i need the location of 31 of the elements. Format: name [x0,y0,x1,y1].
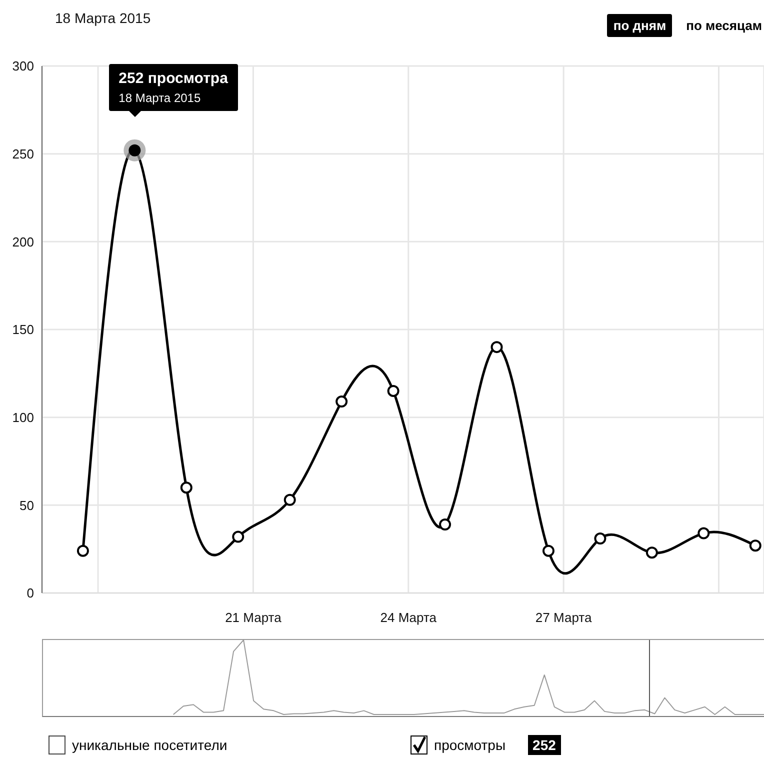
point [387,384,400,397]
annotation: 18 Марта 2015 [118,91,202,106]
point [646,546,658,559]
point [749,540,762,552]
text: по месяцам [686,17,762,35]
point [76,544,89,557]
y-tick-label: 100 [12,410,34,425]
y-tick-label: 250 [12,146,34,162]
point [439,518,452,530]
legend-label: просмотры [434,737,506,753]
point [284,494,296,506]
y-tick-label: 0 [26,586,34,601]
y-tick-label: 150 [12,322,34,338]
point [542,544,554,557]
y-tick-label: 50 [20,498,34,513]
point [490,341,503,354]
point [594,532,606,545]
point [180,482,192,494]
point [232,530,244,543]
text: 252 [528,735,561,755]
point [336,396,348,408]
y-tick-label: 300 [12,58,34,74]
point [698,527,710,540]
chart-title: 18 Марта 2015 [55,10,151,26]
x-tick-label: 27 Марта [535,610,592,626]
legend-label: уникальные посетители [72,737,228,753]
y-tick-label: 200 [12,234,34,250]
text: по дням [607,14,672,37]
x-tick-label: 21 Марта [225,610,282,626]
annotation: 252 просмотра [118,70,228,88]
x-tick-label: 24 Марта [380,610,438,626]
